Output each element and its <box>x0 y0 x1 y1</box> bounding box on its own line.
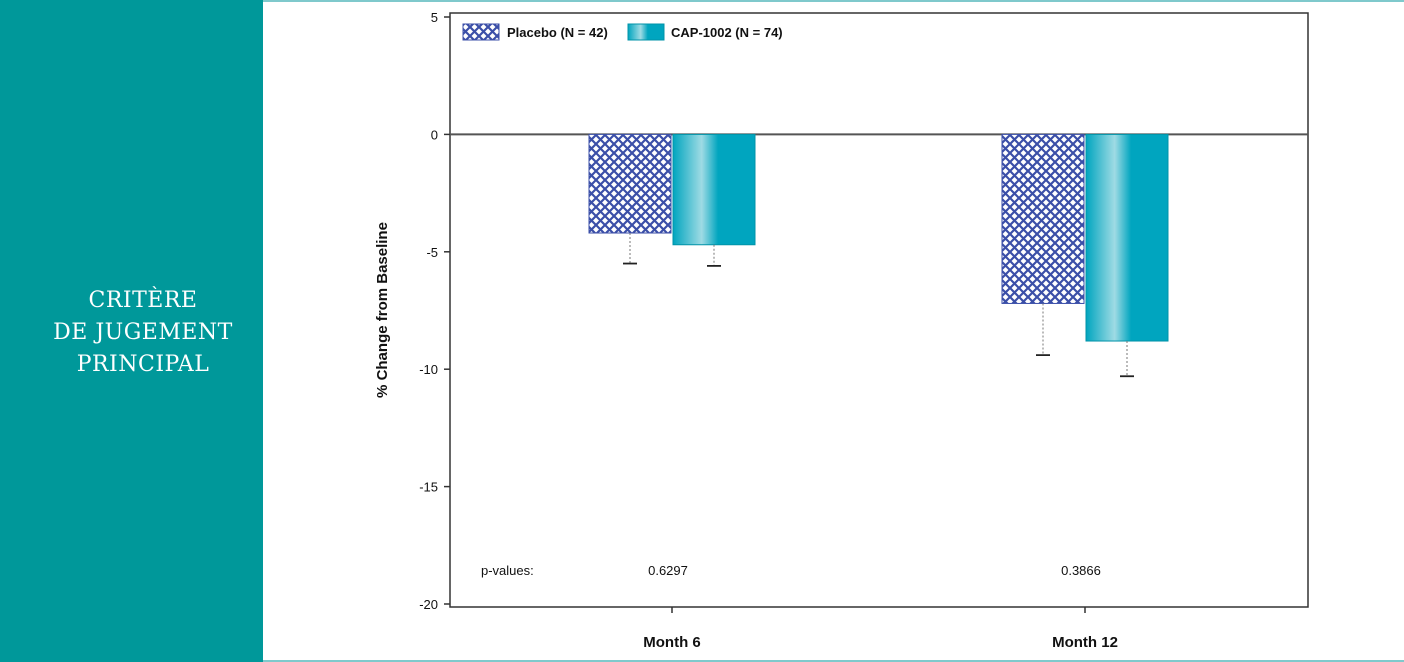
bar-cap1002-month12 <box>1085 133 1169 342</box>
sidebar-title-line-1: CRITÈRE <box>88 288 198 313</box>
y-tick-label: -10 <box>419 362 438 377</box>
p-values-label: p-values: <box>481 563 534 578</box>
legend-swatch-cap1002 <box>627 23 665 41</box>
y-tick-label: -5 <box>426 245 438 260</box>
x-axis: Month 6 Month 12 <box>643 607 1118 651</box>
y-tick-label: -20 <box>419 597 438 612</box>
y-axis-title: % Change from Baseline <box>374 222 391 398</box>
sidebar-title-line-3: PRINCIPAL <box>76 352 210 377</box>
top-divider <box>263 0 1404 2</box>
y-tick-label: 0 <box>431 127 438 142</box>
y-tick-label: 5 <box>431 10 438 25</box>
bottom-divider <box>263 660 1404 662</box>
p-value: 0.6297 <box>648 563 688 578</box>
bar-placebo-month6 <box>588 133 672 234</box>
p-value-annotations: p-values: 0.6297 0.3866 <box>481 563 1101 578</box>
sidebar-panel: CRITÈRE DE JUGEMENT PRINCIPAL <box>0 0 263 662</box>
x-tick-label: Month 12 <box>1052 634 1118 651</box>
bar-cap1002-month6 <box>672 133 756 246</box>
plot-frame <box>449 12 1309 608</box>
bars-group <box>588 133 1169 378</box>
legend-label-cap1002: CAP-1002 (N = 74) <box>671 25 783 40</box>
legend-label-placebo: Placebo (N = 42) <box>507 25 608 40</box>
bar-chart: 5 0 -5 -10 -15 -20 Month 6 Month 12 Placebo (N… <box>374 10 1309 651</box>
x-tick-label: Month 6 <box>643 634 701 651</box>
sidebar-title-line-2: DE JUGEMENT <box>53 320 233 345</box>
y-tick-label: -15 <box>419 480 438 495</box>
legend-swatch-placebo <box>462 23 500 41</box>
p-value: 0.3866 <box>1061 563 1101 578</box>
legend: Placebo (N = 42) CAP-1002 (N = 74) <box>462 23 783 41</box>
bar-placebo-month12 <box>1001 133 1085 304</box>
sidebar-title: CRITÈRE DE JUGEMENT PRINCIPAL <box>0 285 286 381</box>
y-axis: 5 0 -5 -10 -15 -20 <box>419 10 450 612</box>
